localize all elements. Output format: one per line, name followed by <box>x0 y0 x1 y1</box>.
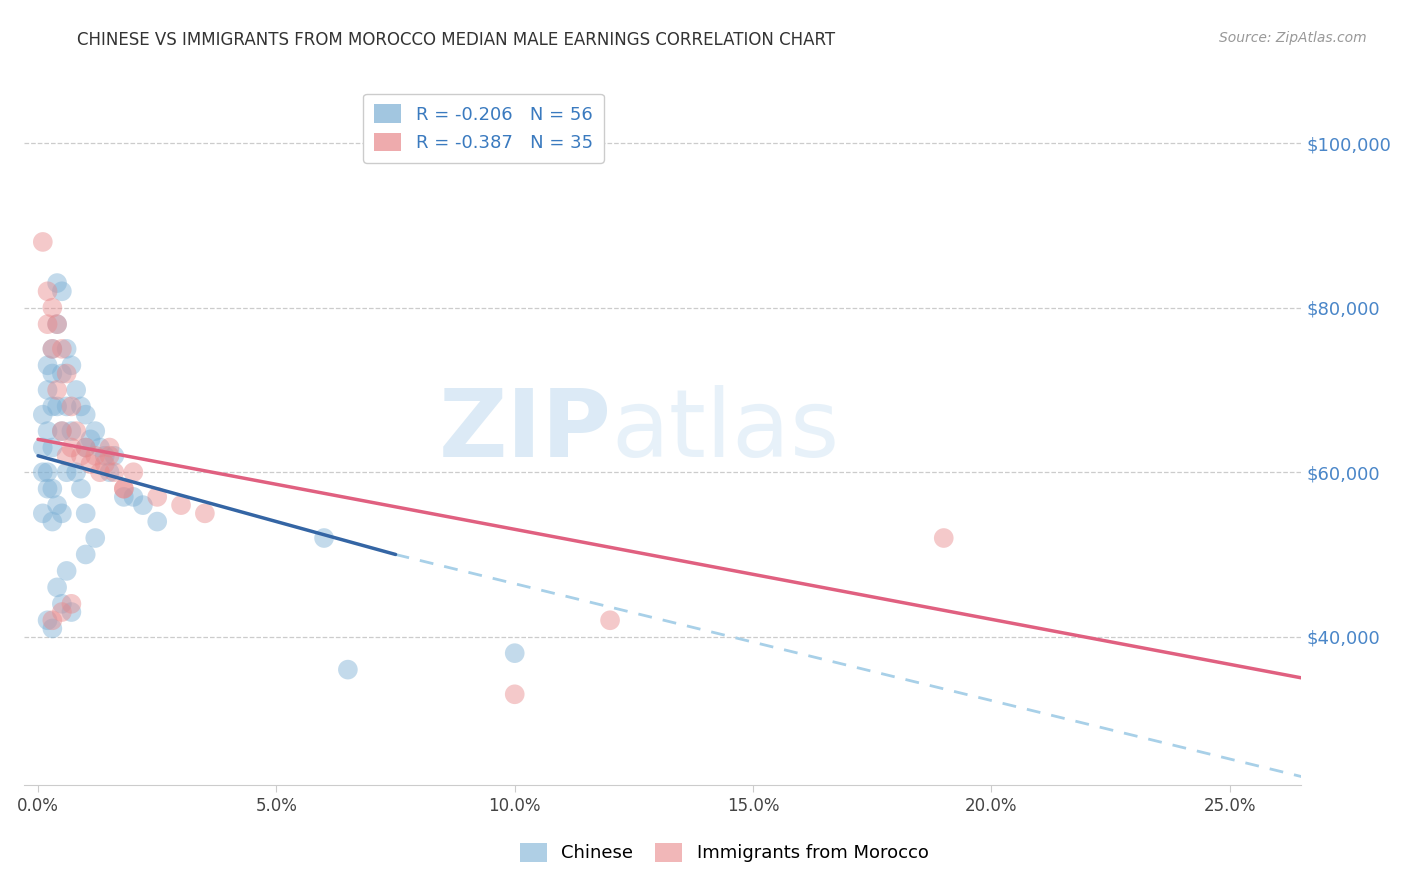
Point <box>41 515 63 529</box>
Point <box>65 383 87 397</box>
Text: Source: ZipAtlas.com: Source: ZipAtlas.com <box>1219 31 1367 45</box>
Point <box>41 400 63 414</box>
Point <box>70 482 93 496</box>
Point <box>37 383 59 397</box>
Point <box>31 235 53 249</box>
Point <box>41 482 63 496</box>
Point <box>60 359 83 373</box>
Point <box>41 441 63 455</box>
Point <box>60 605 83 619</box>
Point <box>55 342 77 356</box>
Point <box>75 506 97 520</box>
Point <box>51 424 73 438</box>
Point <box>41 367 63 381</box>
Point <box>112 482 135 496</box>
Point <box>41 613 63 627</box>
Point <box>55 400 77 414</box>
Point <box>65 465 87 479</box>
Point <box>75 548 97 562</box>
Point <box>170 498 193 512</box>
Point <box>132 498 155 512</box>
Point <box>112 482 135 496</box>
Text: ZIP: ZIP <box>439 385 612 477</box>
Point <box>37 317 59 331</box>
Point <box>194 506 217 520</box>
Point <box>146 515 169 529</box>
Point <box>51 597 73 611</box>
Text: atlas: atlas <box>612 385 839 477</box>
Legend: Chinese, Immigrants from Morocco: Chinese, Immigrants from Morocco <box>513 836 935 870</box>
Point <box>37 424 59 438</box>
Point <box>79 457 101 471</box>
Point <box>503 646 526 660</box>
Point <box>103 449 125 463</box>
Point <box>98 449 121 463</box>
Point <box>112 490 135 504</box>
Legend: R = -0.206   N = 56, R = -0.387   N = 35: R = -0.206 N = 56, R = -0.387 N = 35 <box>364 94 603 163</box>
Point <box>89 465 111 479</box>
Point <box>37 482 59 496</box>
Point <box>312 531 335 545</box>
Point <box>55 465 77 479</box>
Point <box>70 449 93 463</box>
Point <box>46 276 69 290</box>
Point <box>46 317 69 331</box>
Point <box>41 342 63 356</box>
Point <box>75 441 97 455</box>
Point <box>65 424 87 438</box>
Point <box>79 433 101 447</box>
Point <box>46 383 69 397</box>
Text: CHINESE VS IMMIGRANTS FROM MOROCCO MEDIAN MALE EARNINGS CORRELATION CHART: CHINESE VS IMMIGRANTS FROM MOROCCO MEDIA… <box>77 31 835 49</box>
Point <box>932 531 955 545</box>
Point <box>84 449 107 463</box>
Point <box>98 441 121 455</box>
Point <box>94 449 117 463</box>
Point <box>55 367 77 381</box>
Point <box>503 687 526 701</box>
Point <box>31 465 53 479</box>
Point <box>41 301 63 315</box>
Point <box>31 441 53 455</box>
Point <box>41 342 63 356</box>
Point <box>75 408 97 422</box>
Point <box>37 359 59 373</box>
Point <box>46 498 69 512</box>
Point <box>75 441 97 455</box>
Point <box>46 317 69 331</box>
Point <box>41 622 63 636</box>
Point <box>98 465 121 479</box>
Point <box>60 424 83 438</box>
Point <box>37 285 59 299</box>
Point <box>51 506 73 520</box>
Point <box>31 408 53 422</box>
Point <box>51 605 73 619</box>
Point <box>51 424 73 438</box>
Point <box>122 465 145 479</box>
Point <box>599 613 621 627</box>
Point <box>94 457 117 471</box>
Point <box>55 564 77 578</box>
Point <box>51 285 73 299</box>
Point <box>51 367 73 381</box>
Point <box>70 400 93 414</box>
Point <box>122 490 145 504</box>
Point <box>46 580 69 594</box>
Point <box>31 506 53 520</box>
Point <box>51 342 73 356</box>
Point <box>46 400 69 414</box>
Point <box>60 441 83 455</box>
Point <box>336 663 359 677</box>
Point <box>60 400 83 414</box>
Point <box>146 490 169 504</box>
Point <box>37 465 59 479</box>
Point <box>55 449 77 463</box>
Point <box>60 597 83 611</box>
Point <box>89 441 111 455</box>
Point <box>84 531 107 545</box>
Point <box>103 465 125 479</box>
Point <box>37 613 59 627</box>
Point <box>84 424 107 438</box>
